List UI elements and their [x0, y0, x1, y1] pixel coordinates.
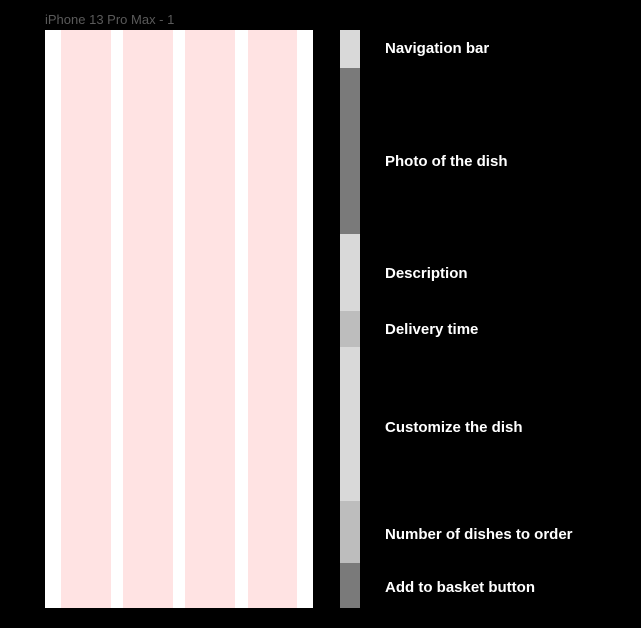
section-label-delivery-time: Delivery time — [385, 321, 479, 338]
section-label-customize: Customize the dish — [385, 419, 523, 436]
wireframe-block-navigation-bar[interactable] — [340, 30, 360, 68]
wireframe-block-description[interactable] — [340, 234, 360, 311]
layout-grid-column — [185, 30, 235, 608]
layout-grid-column — [123, 30, 173, 608]
section-label-photo: Photo of the dish — [385, 153, 508, 170]
layout-grid-column — [61, 30, 111, 608]
wireframe-block-photo[interactable] — [340, 68, 360, 234]
section-label-navigation-bar: Navigation bar — [385, 40, 490, 57]
wireframe-block-delivery-time[interactable] — [340, 311, 360, 347]
layout-grid-column — [248, 30, 297, 608]
frame-title[interactable]: iPhone 13 Pro Max - 1 — [45, 12, 175, 27]
phone-frame[interactable] — [45, 30, 313, 608]
wireframe-block-customize[interactable] — [340, 347, 360, 501]
wireframe-block-add-to-basket[interactable] — [340, 563, 360, 608]
section-label-add-to-basket: Add to basket button — [385, 579, 535, 596]
section-label-description: Description — [385, 265, 468, 282]
section-label-number-of-dishes: Number of dishes to order — [385, 526, 573, 543]
wireframe-block-number-of-dishes[interactable] — [340, 501, 360, 563]
